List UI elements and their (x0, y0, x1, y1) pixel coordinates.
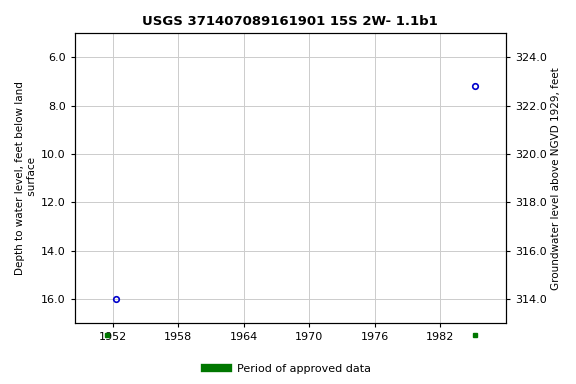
Y-axis label: Groundwater level above NGVD 1929, feet: Groundwater level above NGVD 1929, feet (551, 67, 561, 290)
Title: USGS 371407089161901 15S 2W- 1.1b1: USGS 371407089161901 15S 2W- 1.1b1 (142, 15, 438, 28)
Y-axis label: Depth to water level, feet below land
 surface: Depth to water level, feet below land su… (15, 81, 37, 275)
Legend: Period of approved data: Period of approved data (201, 359, 375, 379)
